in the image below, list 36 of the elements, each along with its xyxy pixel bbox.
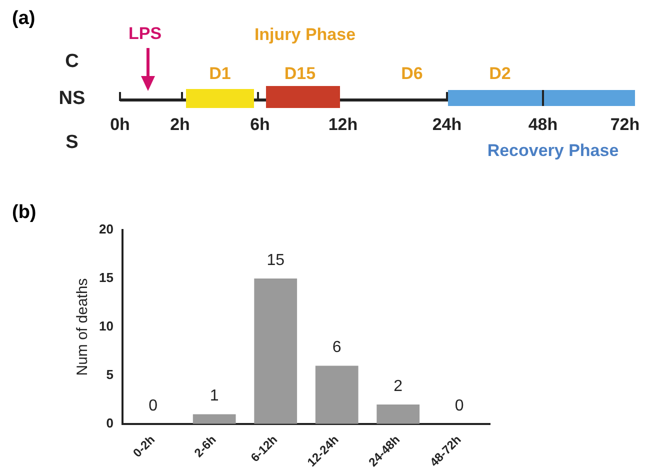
y-tick-label: 20 — [98, 222, 114, 237]
text: LPS — [128, 24, 162, 44]
data-label: 0 — [148, 397, 158, 414]
text: 6h — [250, 115, 270, 135]
x-tick-label: 0-2h — [130, 432, 158, 460]
data-label: 1 — [210, 388, 219, 405]
bar — [376, 404, 420, 424]
y-tick-label: 15 — [98, 270, 114, 286]
y-axis-title: Num of deaths — [74, 278, 92, 376]
text: 0h — [110, 115, 130, 135]
data-label: 6 — [332, 339, 342, 356]
y-tick-label: 0 — [106, 416, 114, 431]
y-tick-label: 5 — [106, 367, 114, 382]
text: 24h — [432, 115, 462, 135]
bar — [254, 278, 298, 424]
text: S — [66, 132, 78, 154]
text: Recovery Phase — [487, 141, 619, 161]
data-label: 2 — [394, 378, 403, 395]
chart-title: (b) — [12, 202, 36, 224]
text: C — [65, 51, 79, 73]
text: D6 — [401, 64, 423, 84]
text: 72h — [610, 115, 640, 135]
text: 48h — [528, 115, 558, 135]
text: D15 — [284, 64, 316, 84]
text: 12h — [328, 115, 358, 135]
data-label: 0 — [454, 397, 464, 414]
bar — [192, 414, 236, 424]
text: NS — [58, 88, 86, 110]
text: D1 — [209, 64, 231, 84]
text: 2h — [170, 115, 190, 135]
data-label: 15 — [266, 252, 285, 269]
bar — [315, 366, 358, 424]
text: D2 — [489, 64, 511, 84]
y-tick-label: 10 — [98, 318, 114, 334]
text: Injury Phase — [254, 25, 356, 45]
text: (a) — [12, 8, 36, 30]
